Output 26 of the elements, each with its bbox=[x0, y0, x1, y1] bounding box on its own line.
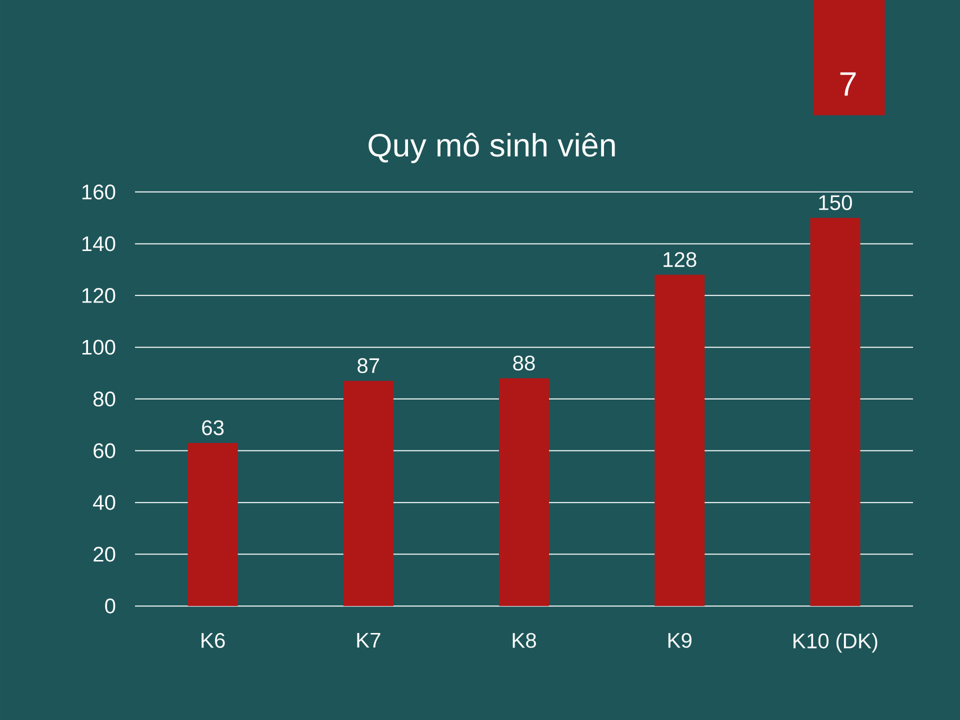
bar bbox=[654, 274, 705, 606]
y-tick-label: 20 bbox=[94, 546, 116, 562]
data-label: 63 bbox=[202, 420, 224, 436]
bar bbox=[810, 218, 860, 606]
data-label: 88 bbox=[513, 356, 535, 371]
x-tick-label: K10 (DK) bbox=[794, 632, 878, 653]
bar bbox=[188, 442, 238, 606]
y-tick-label: 0 bbox=[105, 598, 116, 614]
x-tick-label: K9 bbox=[668, 632, 692, 648]
x-tick-label: K8 bbox=[512, 632, 536, 648]
x-tick-label: K7 bbox=[357, 632, 380, 648]
data-label: 87 bbox=[358, 358, 380, 374]
bar bbox=[499, 378, 550, 606]
y-tick-label: 160 bbox=[82, 184, 116, 200]
chart-title: Quy mô sinh viên bbox=[368, 132, 615, 164]
y-tick-label: 100 bbox=[82, 340, 116, 355]
data-label: 128 bbox=[664, 252, 696, 268]
y-tick-label: 80 bbox=[94, 392, 116, 406]
text: 7 bbox=[840, 72, 856, 96]
bar bbox=[343, 380, 394, 606]
data-label: 150 bbox=[819, 195, 852, 210]
y-tick-label: 40 bbox=[93, 495, 116, 510]
x-tick-label: K6 bbox=[202, 632, 225, 648]
y-tick-label: 140 bbox=[82, 236, 116, 252]
y-tick-label: 120 bbox=[82, 288, 116, 303]
y-tick-label: 60 bbox=[94, 443, 116, 458]
